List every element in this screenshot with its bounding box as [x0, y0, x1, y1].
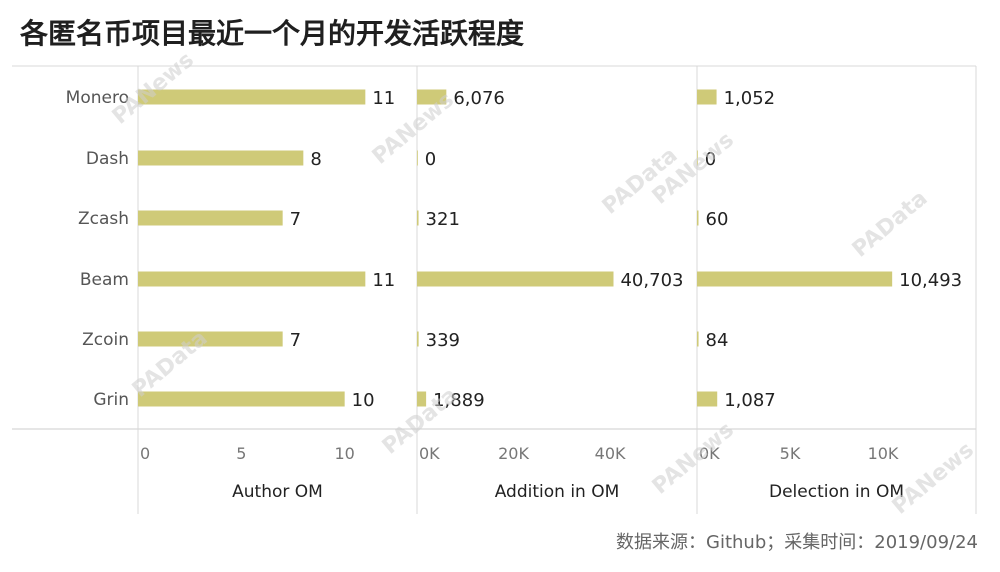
source-note: 数据来源：Github；采集时间：2019/09/24: [616, 532, 978, 553]
bar-addition-in-om-zcash: [417, 210, 419, 226]
data-label-addition-in-om-zcash: 321: [426, 209, 460, 230]
bar-author-om-dash: [138, 150, 304, 166]
data-label-addition-in-om-beam: 40,703: [620, 270, 683, 291]
axis-title-author-om: Author OM: [232, 482, 323, 502]
data-label-addition-in-om-monero: 6,076: [453, 88, 505, 109]
tick-label-author-om-1: 5: [236, 444, 246, 463]
bar-addition-in-om-dash: [417, 150, 418, 166]
data-label-author-om-monero: 11: [372, 88, 395, 109]
category-label-beam: Beam: [80, 270, 129, 290]
tick-label-author-om-0: 0: [140, 444, 150, 463]
data-label-delection-in-om-beam: 10,493: [899, 270, 962, 291]
watermark-8: PANews: [888, 438, 979, 520]
bar-addition-in-om-grin: [417, 391, 427, 407]
category-label-zcoin: Zcoin: [82, 330, 129, 350]
bar-delection-in-om-monero: [697, 89, 717, 105]
data-label-delection-in-om-grin: 1,087: [724, 390, 776, 411]
axis-title-addition-in-om: Addition in OM: [495, 482, 620, 502]
bar-addition-in-om-monero: [417, 89, 447, 105]
bar-delection-in-om-zcoin: [697, 331, 699, 347]
tick-label-delection-in-om-2: 10K: [868, 444, 899, 463]
bar-author-om-zcoin: [138, 331, 283, 347]
data-label-author-om-grin: 10: [352, 390, 375, 411]
bar-author-om-zcash: [138, 210, 283, 226]
watermark-7: PANews: [648, 418, 739, 500]
data-label-author-om-beam: 11: [372, 270, 395, 291]
category-label-zcash: Zcash: [78, 209, 129, 229]
data-label-author-om-zcoin: 7: [290, 330, 301, 351]
data-label-author-om-zcash: 7: [290, 209, 301, 230]
category-label-grin: Grin: [93, 390, 129, 410]
tick-label-addition-in-om-2: 40K: [595, 444, 626, 463]
bar-author-om-monero: [138, 89, 366, 105]
bar-addition-in-om-zcoin: [417, 331, 419, 347]
tick-label-addition-in-om-0: 0K: [419, 444, 440, 463]
tick-label-author-om-2: 10: [334, 444, 354, 463]
tick-label-delection-in-om-0: 0K: [699, 444, 720, 463]
tick-label-delection-in-om-1: 5K: [780, 444, 801, 463]
bar-delection-in-om-zcash: [697, 210, 699, 226]
data-label-delection-in-om-monero: 1,052: [724, 88, 776, 109]
bar-delection-in-om-beam: [697, 271, 893, 287]
bar-author-om-grin: [138, 391, 345, 407]
data-label-delection-in-om-dash: 0: [705, 149, 716, 170]
data-label-delection-in-om-zcash: 60: [706, 209, 729, 230]
chart-title: 各匿名币项目最近一个月的开发活跃程度: [20, 17, 525, 50]
data-label-delection-in-om-zcoin: 84: [706, 330, 729, 351]
bar-delection-in-om-dash: [697, 150, 698, 166]
category-label-monero: Monero: [66, 88, 129, 108]
tick-label-addition-in-om-1: 20K: [498, 444, 529, 463]
category-label-dash: Dash: [86, 149, 129, 169]
bar-author-om-beam: [138, 271, 366, 287]
watermark-4: PAData: [848, 186, 933, 263]
data-label-addition-in-om-zcoin: 339: [426, 330, 460, 351]
bar-delection-in-om-grin: [697, 391, 718, 407]
data-label-addition-in-om-dash: 0: [425, 149, 436, 170]
data-label-addition-in-om-grin: 1,889: [433, 390, 485, 411]
data-label-author-om-dash: 8: [310, 149, 321, 170]
bar-addition-in-om-beam: [417, 271, 614, 287]
axis-title-delection-in-om: Delection in OM: [769, 482, 904, 502]
